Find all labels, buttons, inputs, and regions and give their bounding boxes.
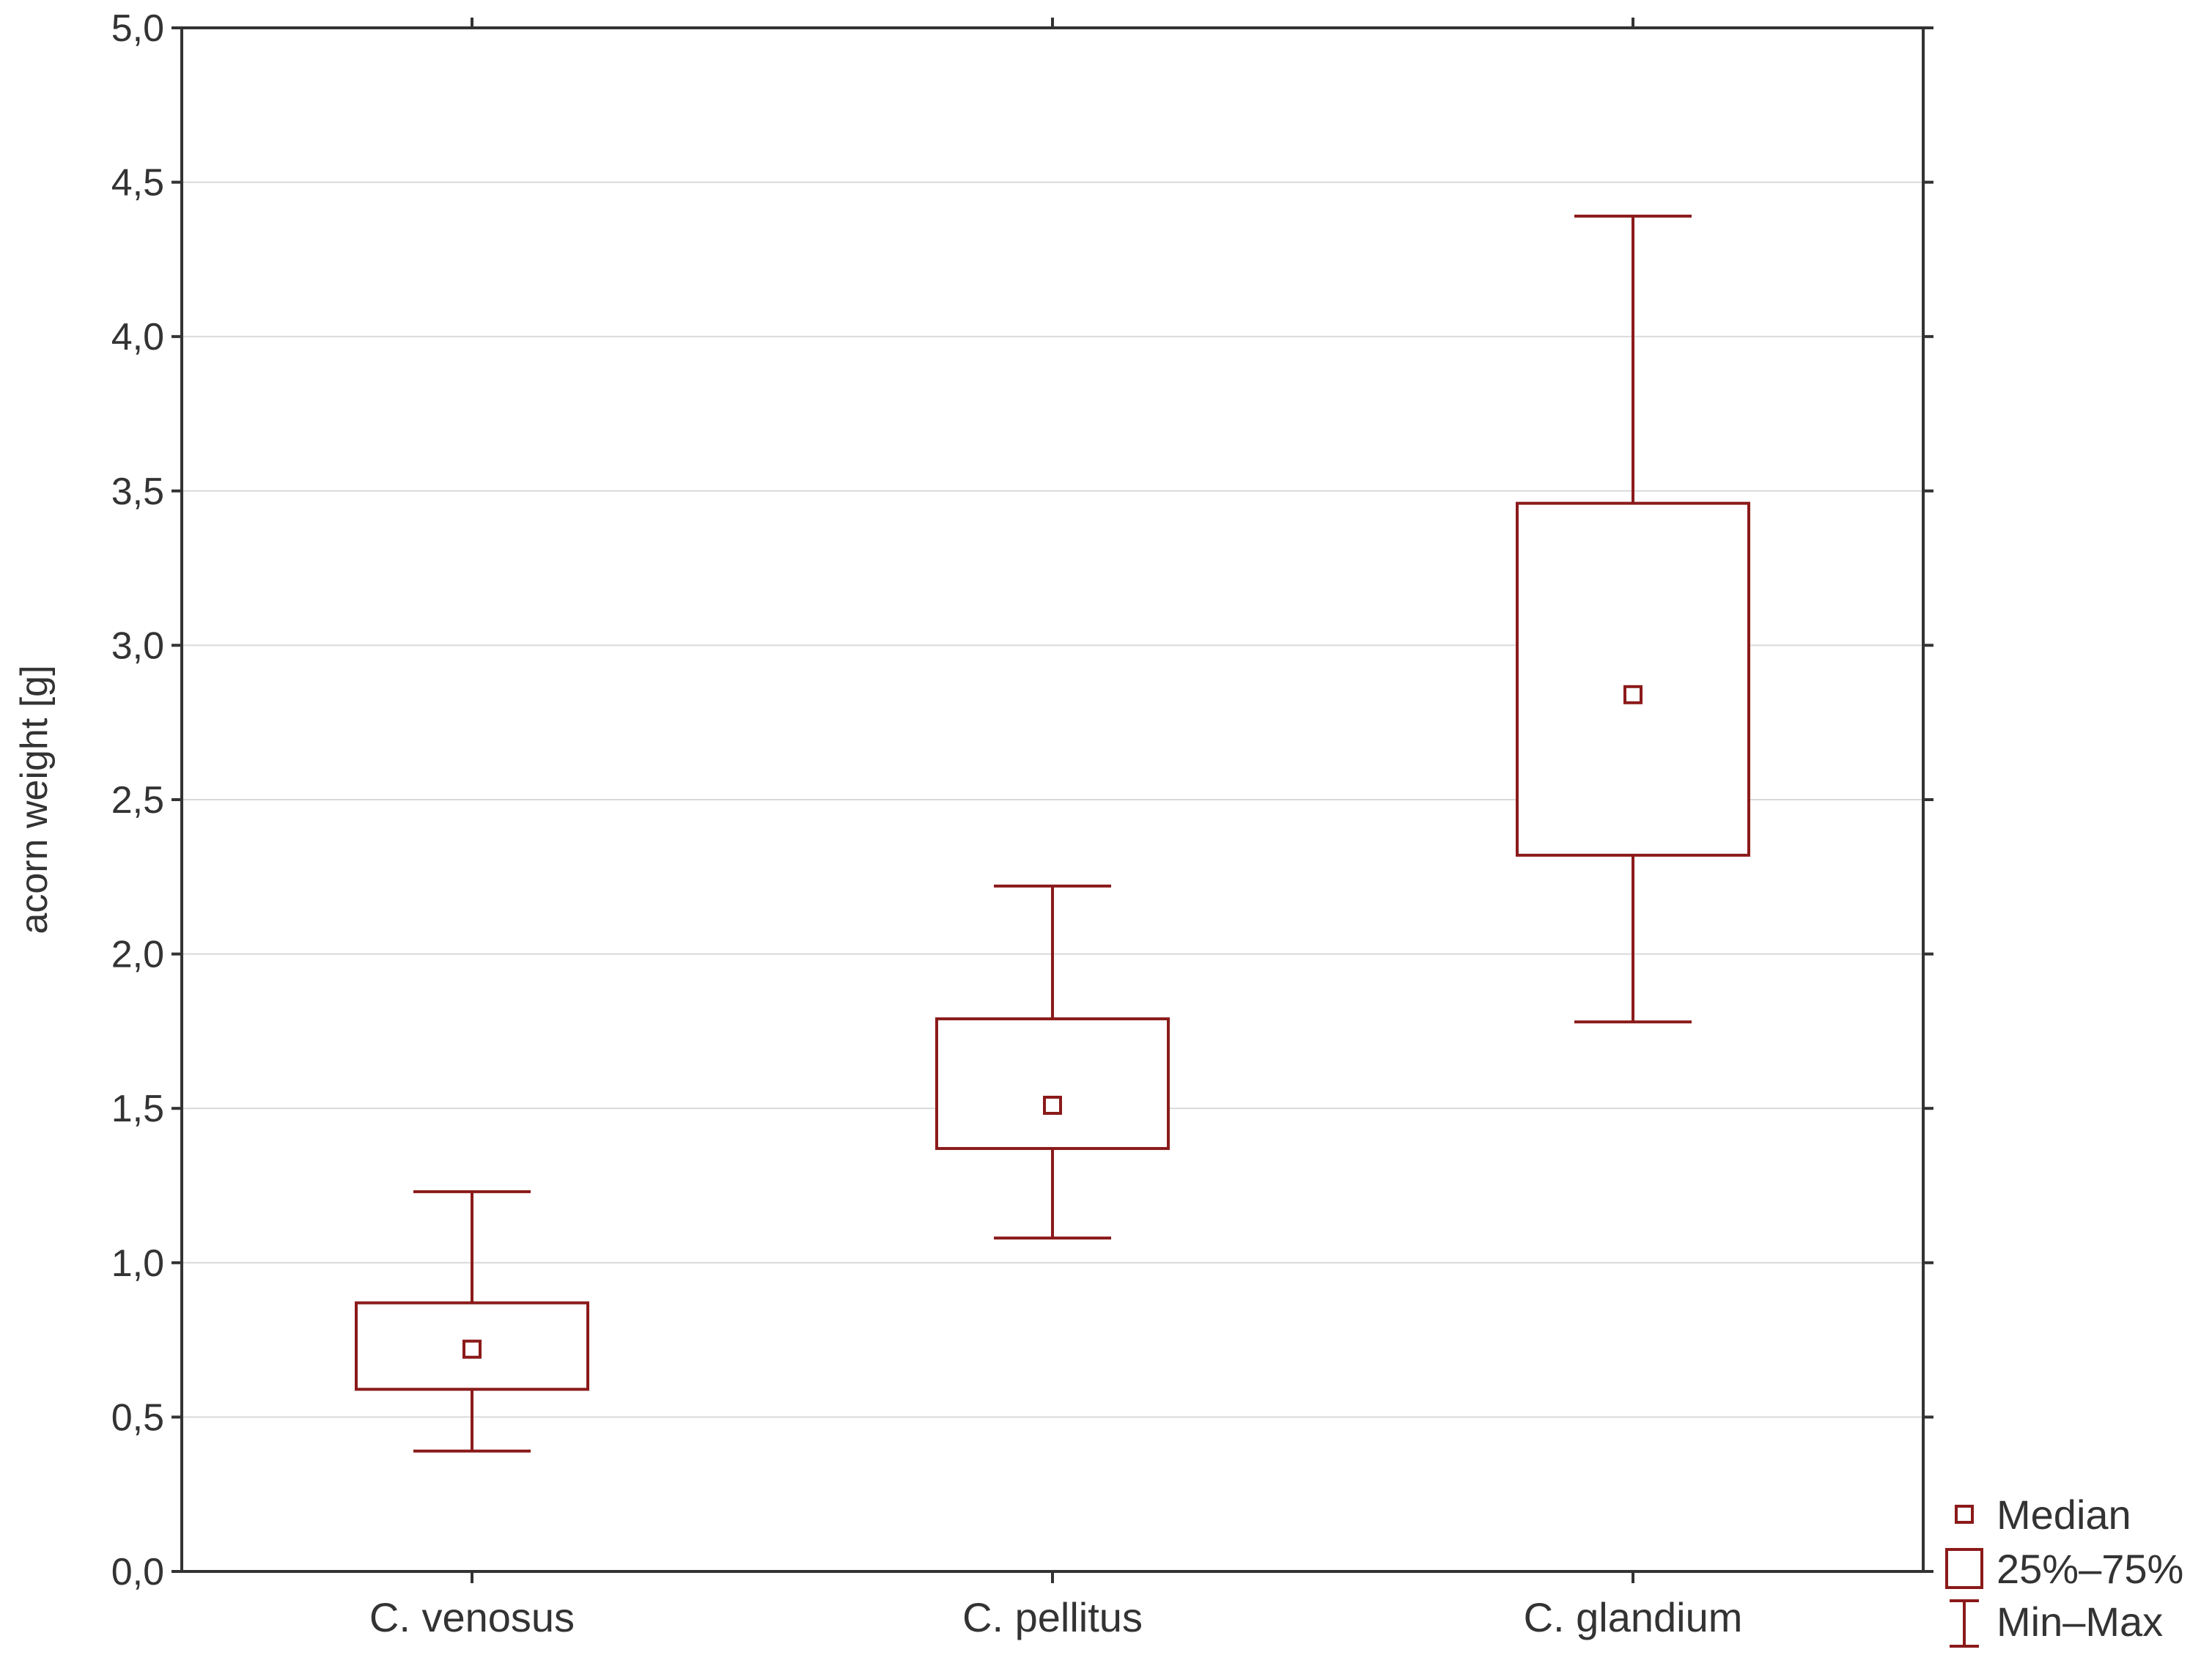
- box-series: [355, 214, 1750, 1453]
- y-axis-title: acorn weight [g]: [13, 665, 56, 934]
- y-tick-label: 2,5: [111, 779, 164, 822]
- y-tick-label: 0,5: [111, 1396, 164, 1439]
- y-tick-label: 3,5: [111, 471, 164, 513]
- legend-label: Median: [1997, 1492, 2131, 1538]
- legend-median-symbol: [1955, 1505, 1974, 1524]
- box-group: [355, 1190, 589, 1453]
- legend: Median 25%–75% Min–Max: [1945, 1492, 2183, 1648]
- y-axis: 0,0 0,5 1,0 1,5 2,0 2,5 3,0 3,5 4,0 4,5 5,0: [111, 7, 1933, 1593]
- y-tick-label: 1,0: [111, 1242, 164, 1285]
- y-tick-label: 0,0: [111, 1551, 164, 1593]
- x-category-label: C. venosus: [369, 1594, 575, 1640]
- y-tick-label: 4,0: [111, 316, 164, 358]
- x-category-label: C. pellitus: [962, 1594, 1143, 1640]
- median-marker: [1623, 685, 1643, 704]
- y-tick-label: 4,5: [111, 162, 164, 204]
- iqr-box: [935, 1017, 1170, 1150]
- x-axis: C. venosus C. pellitus C. glandium: [369, 18, 1742, 1640]
- box-group: [935, 884, 1170, 1240]
- legend-label: Min–Max: [1997, 1599, 2163, 1645]
- legend-whisker-symbol: [1950, 1599, 1979, 1648]
- y-tick-label: 2,0: [111, 934, 164, 976]
- legend-box-symbol: [1945, 1548, 1983, 1589]
- x-category-label: C. glandium: [1524, 1594, 1743, 1640]
- y-tick-label: 5,0: [111, 7, 164, 50]
- legend-label: 25%–75%: [1997, 1546, 2183, 1592]
- y-tick-label: 1,5: [111, 1088, 164, 1130]
- iqr-box: [1516, 501, 1750, 857]
- median-marker: [1043, 1095, 1062, 1115]
- box-group: [1516, 214, 1750, 1024]
- median-marker: [462, 1339, 482, 1359]
- y-tick-label: 3,0: [111, 624, 164, 667]
